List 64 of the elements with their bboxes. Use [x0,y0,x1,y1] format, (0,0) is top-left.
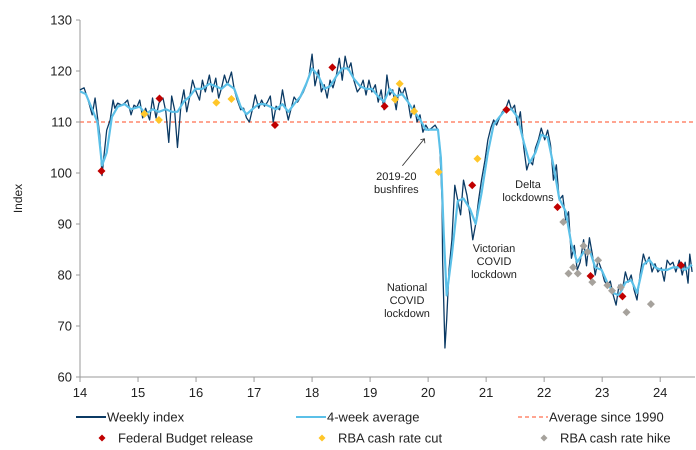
point [616,283,625,292]
x-tick-label: 18 [304,385,320,400]
point [574,269,582,278]
x-tick-label: 22 [536,385,552,400]
x-tick-label: 17 [246,385,262,400]
y-tick-label: 70 [58,318,72,334]
y-tick-label: 120 [50,64,72,79]
point [155,94,164,103]
point [586,272,595,280]
point [140,110,148,118]
point [473,154,482,163]
x-tick-label: 14 [72,385,88,400]
point [618,292,626,300]
line-series [79,54,693,349]
point [580,242,588,250]
y-tick-label: 110 [51,114,72,130]
point [569,263,578,272]
point [646,300,655,308]
point [434,168,443,176]
point [410,107,418,116]
point [622,308,631,316]
point [468,181,476,190]
annotation: 2019-20 bushfires [374,170,420,196]
point [227,95,236,104]
x-tick-label: 15 [130,385,146,400]
legend-label: Average since 1990 [549,410,664,425]
point [608,286,616,295]
point [97,166,106,175]
point [603,281,612,290]
annotation: National COVID lockdown [384,282,430,320]
y-tick-label: 60 [58,370,72,385]
point [502,106,510,114]
y-tick-label: 90 [58,216,72,232]
y-tick-label: 130 [50,12,72,28]
legend-label: RBA cash rate cut [338,430,442,446]
point [270,121,279,130]
x-tick-label: 24 [652,385,668,400]
x-tick-label: 21 [478,385,494,400]
point [584,248,592,256]
point [380,102,389,110]
legend-label: Weekly index [107,410,185,425]
point [154,116,163,124]
legend-label: RBA cash rate hike [560,430,671,446]
point [328,63,336,72]
point [396,80,404,88]
point [553,203,562,212]
point [559,218,568,226]
legend-label: 4-week average [327,410,420,425]
y-tick-label: 80 [58,268,72,283]
legend-label: Federal Budget release [118,430,254,446]
point [588,278,596,286]
x-tick-label: 19 [362,385,378,400]
x-tick-label: 16 [188,385,204,400]
point [564,269,573,278]
point [212,98,220,107]
point [594,256,602,264]
annotation: Victorian COVID lockdown [471,243,517,281]
annotation: Delta lockdowns [502,179,554,204]
point [391,96,400,104]
x-tick-label: 20 [420,385,436,400]
y-axis-title: Index [11,184,25,214]
x-tick-label: 23 [594,385,610,400]
y-tick-label: 100 [50,166,72,181]
point [677,261,686,270]
